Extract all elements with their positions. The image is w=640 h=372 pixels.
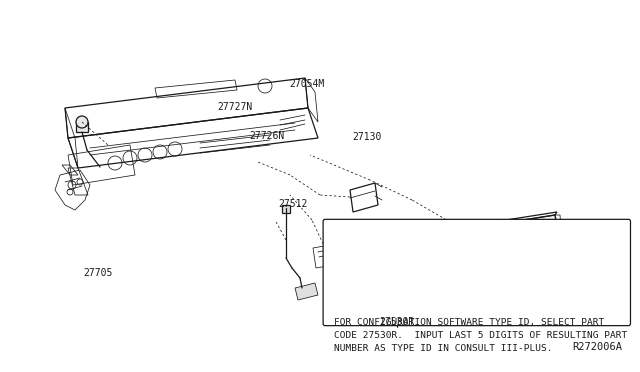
Text: 27530R: 27530R xyxy=(379,317,415,327)
Text: 27054M: 27054M xyxy=(289,79,324,89)
Text: CODE 27530R.  INPUT LAST 5 DIGITS OF RESULTING PART: CODE 27530R. INPUT LAST 5 DIGITS OF RESU… xyxy=(333,331,627,340)
Bar xyxy=(282,205,290,213)
FancyBboxPatch shape xyxy=(323,219,630,326)
Text: 27130: 27130 xyxy=(352,132,381,142)
Polygon shape xyxy=(76,122,88,132)
Circle shape xyxy=(76,116,88,128)
Text: R272006A: R272006A xyxy=(573,341,623,352)
Text: 27726N: 27726N xyxy=(250,131,285,141)
Text: FOR CONFIGURATION SOFTWARE TYPE ID, SELECT PART: FOR CONFIGURATION SOFTWARE TYPE ID, SELE… xyxy=(333,318,604,327)
Text: NUMBER AS TYPE ID IN CONSULT III-PLUS.: NUMBER AS TYPE ID IN CONSULT III-PLUS. xyxy=(333,344,552,353)
Polygon shape xyxy=(325,228,455,265)
Text: 27705: 27705 xyxy=(83,269,113,278)
Text: 27512: 27512 xyxy=(278,199,308,209)
Polygon shape xyxy=(295,283,318,300)
Text: 27727N: 27727N xyxy=(218,102,253,112)
Polygon shape xyxy=(472,215,560,253)
